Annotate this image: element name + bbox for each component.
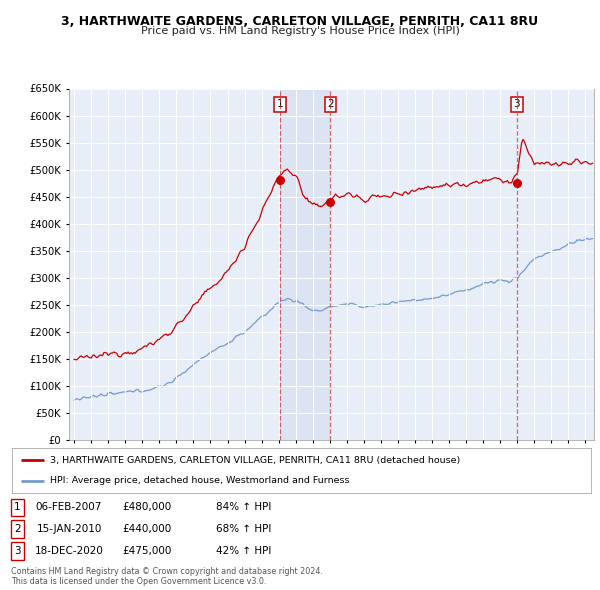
Text: £440,000: £440,000 xyxy=(122,525,172,534)
Text: Price paid vs. HM Land Registry's House Price Index (HPI): Price paid vs. HM Land Registry's House … xyxy=(140,26,460,36)
Text: 2: 2 xyxy=(327,99,334,109)
Text: 18-DEC-2020: 18-DEC-2020 xyxy=(35,546,103,556)
Text: 1: 1 xyxy=(277,99,284,109)
Text: 1: 1 xyxy=(14,503,21,512)
Text: 15-JAN-2010: 15-JAN-2010 xyxy=(37,525,101,534)
Text: 3: 3 xyxy=(514,99,520,109)
Text: 06-FEB-2007: 06-FEB-2007 xyxy=(36,503,102,512)
Text: £480,000: £480,000 xyxy=(122,503,172,512)
Text: This data is licensed under the Open Government Licence v3.0.: This data is licensed under the Open Gov… xyxy=(11,578,266,586)
Text: 68% ↑ HPI: 68% ↑ HPI xyxy=(216,525,271,534)
Text: 2: 2 xyxy=(14,525,21,534)
Text: 84% ↑ HPI: 84% ↑ HPI xyxy=(216,503,271,512)
Text: 42% ↑ HPI: 42% ↑ HPI xyxy=(216,546,271,556)
Text: Contains HM Land Registry data © Crown copyright and database right 2024.: Contains HM Land Registry data © Crown c… xyxy=(11,567,323,576)
Text: 3, HARTHWAITE GARDENS, CARLETON VILLAGE, PENRITH, CA11 8RU: 3, HARTHWAITE GARDENS, CARLETON VILLAGE,… xyxy=(61,15,539,28)
Text: £475,000: £475,000 xyxy=(122,546,172,556)
Text: 3, HARTHWAITE GARDENS, CARLETON VILLAGE, PENRITH, CA11 8RU (detached house): 3, HARTHWAITE GARDENS, CARLETON VILLAGE,… xyxy=(50,456,460,465)
Text: HPI: Average price, detached house, Westmorland and Furness: HPI: Average price, detached house, West… xyxy=(50,476,349,485)
Text: 3: 3 xyxy=(14,546,21,556)
Bar xyxy=(280,88,331,440)
